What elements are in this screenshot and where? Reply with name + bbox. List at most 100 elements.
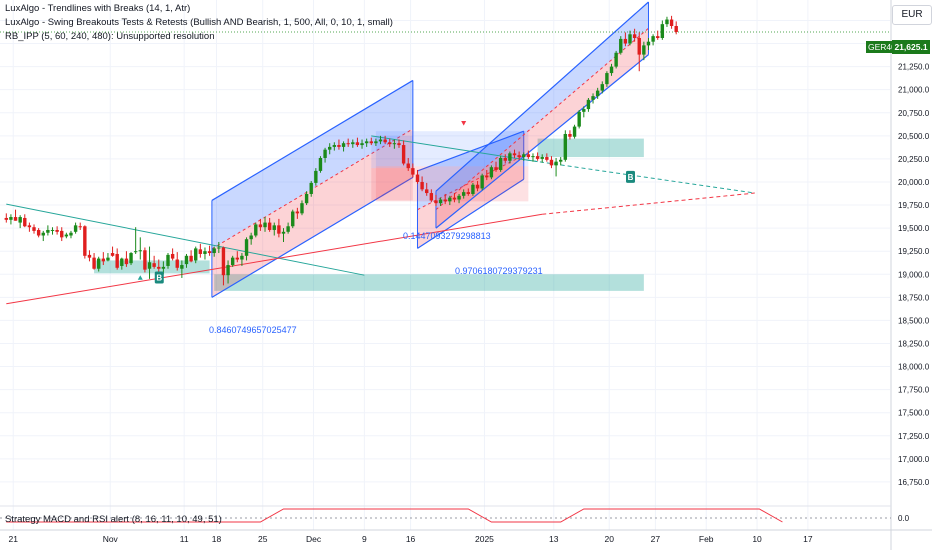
candle-body [406,163,410,169]
candle-body [665,19,669,25]
trendline-dash_down [519,158,755,194]
candle-body [272,225,276,230]
candle-body [46,229,50,233]
sub-pane: 0.0 [0,508,910,523]
candle-body [267,222,272,230]
candle-body [364,141,369,144]
candle-body [4,217,8,220]
candle-body [503,157,507,161]
candle-body [337,145,341,147]
candle-body [420,181,424,190]
candle-body [582,109,586,112]
candle-body [55,229,59,232]
candle-body [50,229,55,231]
candle-body [318,157,323,171]
y-tick-label: 19,000.0 [898,270,930,279]
candle-body [392,143,397,145]
candle-body [78,226,82,228]
signal-triangle-down [461,121,467,126]
channel-lower-fill [435,28,649,229]
x-tick-label: 25 [258,534,268,544]
candle-body [609,66,614,74]
channel-top-line [435,1,649,192]
currency-button[interactable]: EUR [892,5,932,25]
sub-pane-legend[interactable]: Strategy MACD and RSI alert (8, 16, 11, … [5,514,222,525]
candle-body [554,161,558,166]
candle-body [235,257,239,260]
y-tick-label: 21,250.0 [898,63,930,72]
y-tick-label: 18,000.0 [898,363,930,372]
y-tick-label: 20,000.0 [898,178,930,187]
candle-body [568,133,572,137]
candle-body [157,266,161,269]
candle-body [632,34,637,38]
candle-body [595,90,600,97]
legend-line-swing[interactable]: LuxAlgo - Swing Breakouts Tests & Retest… [5,17,393,28]
candle-body [374,141,378,144]
box-lower [375,166,529,202]
candle-body [138,250,142,252]
buy-marker [154,271,164,284]
y-tick-label: 18,250.0 [898,339,930,348]
candle-body [480,175,484,189]
candle-body [249,235,253,240]
candle-body [314,170,318,183]
trendline-trend_up [6,213,543,305]
box-lower [371,168,413,201]
legend-line-trendlines[interactable]: LuxAlgo - Trendlines with Breaks (14, 1,… [5,3,191,14]
candle-body [489,167,494,178]
candle-body [549,159,554,166]
channel-top-line [211,79,414,201]
channel-bottom-line [435,54,649,229]
y-tick-label: 19,250.0 [898,247,930,256]
candle-body [23,217,27,227]
candle-body [605,73,609,85]
buy-marker-label: B [628,173,634,182]
candle-body [64,234,69,237]
candle-body [18,217,22,223]
candle-body [212,248,216,254]
candle-body [286,226,290,232]
candle-body [124,258,129,265]
y-tick-label: 20,500.0 [898,132,930,141]
channel-bottom-line [417,178,525,249]
candle-body [475,184,480,189]
candle-body [207,251,212,254]
channel-upper-fill [211,80,413,249]
annotation-label: 0.9706180729379231 [455,266,543,276]
indicator-legend: LuxAlgo - Trendlines with Breaks (14, 1,… [5,2,393,44]
candle-body [572,126,577,137]
candle-body [13,217,18,221]
x-tick-label: 11 [180,534,189,544]
candle-body [133,251,138,253]
candle-body [600,84,604,91]
candle-body [397,143,401,146]
candle-body [383,139,387,143]
y-tick-label: 19,750.0 [898,201,930,210]
candle-body [517,155,521,158]
candle-body [161,266,166,269]
candle-body [198,249,203,254]
candle-body [378,139,383,142]
grid-layer [0,0,890,530]
legend-line-ripp[interactable]: RB_IPP (5, 60, 240, 480): Unsupported re… [5,31,215,42]
y-tick-label: 17,000.0 [898,455,930,464]
y-tick-label: 16,750.0 [898,478,930,487]
candle-body [170,253,175,259]
candle-body [69,232,73,236]
sr-zone [214,274,644,291]
candle-body [559,159,563,162]
last-price-badge: 21,625.1 [892,40,930,54]
candle-body [623,38,628,44]
candle-body [526,154,531,158]
candle-body [448,197,452,202]
candle-body [351,142,355,145]
y-tick-label: 20,250.0 [898,155,930,164]
trendline-dash_up [542,192,755,215]
candle-body [147,262,152,269]
candle-body [277,225,281,234]
candle-body [217,247,221,249]
candle-body [323,149,327,158]
candle-body [461,192,466,196]
candle-body [669,19,674,26]
